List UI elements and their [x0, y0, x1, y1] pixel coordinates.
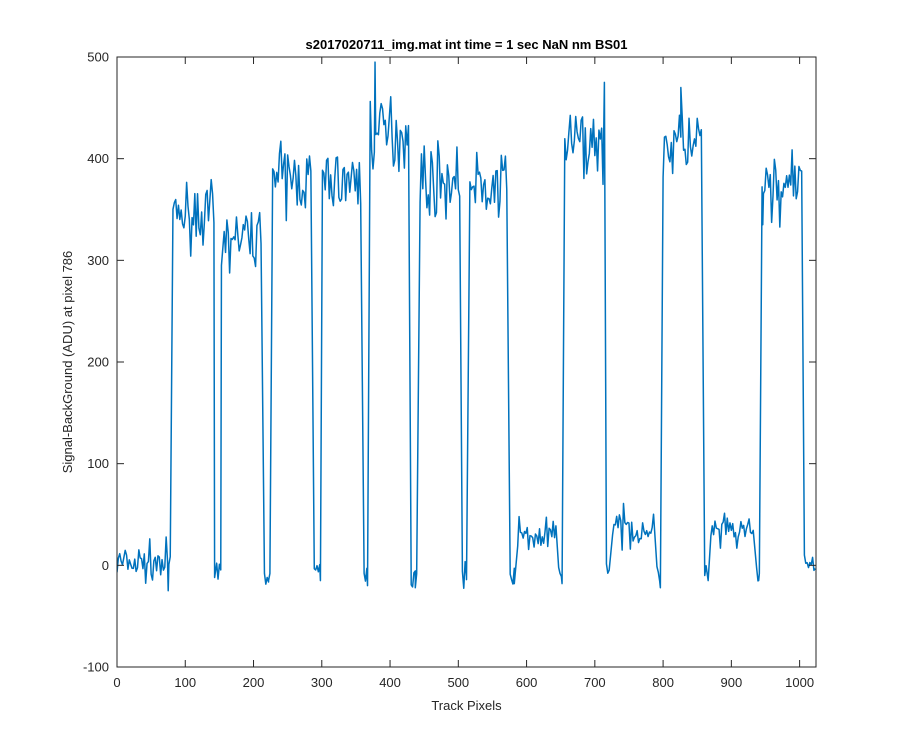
x-tick-label: 800	[652, 675, 674, 690]
y-tick-label: 400	[87, 151, 109, 166]
x-tick-label: 500	[447, 675, 469, 690]
x-tick-label: 200	[243, 675, 265, 690]
series-line	[117, 61, 816, 592]
x-tick-label: 300	[311, 675, 333, 690]
series-layer	[117, 61, 816, 592]
x-tick-label: 1000	[785, 675, 814, 690]
y-tick-label: 500	[87, 50, 109, 65]
y-tick-label: 200	[87, 355, 109, 370]
y-tick-label: 0	[102, 558, 109, 573]
x-tick-label: 700	[584, 675, 606, 690]
y-tick-label: 300	[87, 253, 109, 268]
x-tick-label: 100	[174, 675, 196, 690]
x-tick-label: 900	[721, 675, 743, 690]
chart-title: s2017020711_img.mat int time = 1 sec NaN…	[306, 37, 628, 52]
x-tick-label: 600	[516, 675, 538, 690]
y-tick-label: 100	[87, 456, 109, 471]
y-axis-label: Signal-BackGround (ADU) at pixel 786	[60, 251, 75, 474]
x-tick-label: 0	[113, 675, 120, 690]
axes-layer: 0 100 200 300 400 500 600 700 800 900 1000 -100 0 100…	[83, 50, 817, 690]
x-tick-label: 400	[379, 675, 401, 690]
x-axis-label: Track Pixels	[431, 698, 502, 713]
y-tick-label: -100	[83, 660, 109, 675]
